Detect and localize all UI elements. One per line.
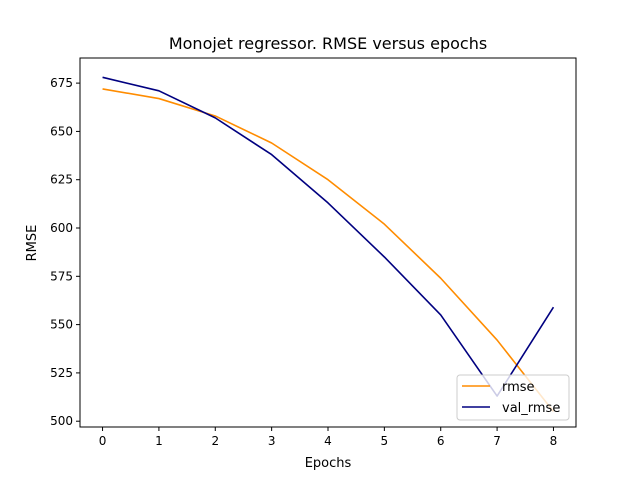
x-tick-label: 7 [493,434,501,448]
legend-label-val_rmse: val_rmse [502,401,560,416]
x-tick-label: 4 [324,434,332,448]
x-tick-label: 5 [381,434,389,448]
series-line-val_rmse [102,76,555,397]
legend: rmse val_rmse [456,374,570,421]
y-axis-label: RMSE [25,225,40,262]
x-tick-label: 8 [550,434,558,448]
x-tick-label: 3 [268,434,276,448]
y-tick-label: 550 [50,318,73,332]
legend-label-rmse: rmse [502,380,535,395]
x-axis-label: Epochs [305,456,352,471]
plot-area [79,57,577,428]
y-tick-label: 675 [50,76,73,90]
y-axis: 500 525 550 575 600 625 650 675 [50,76,80,428]
x-tick-label: 2 [211,434,219,448]
chart-title: Monojet regressor. RMSE versus epochs [169,34,487,53]
x-axis: 0 1 2 3 4 5 6 7 8 [99,427,558,448]
x-tick-label: 0 [99,434,107,448]
plot-frame [79,57,577,428]
x-tick-label: 6 [437,434,445,448]
x-tick-label: 1 [155,434,163,448]
series-line-rmse [102,88,555,413]
y-tick-label: 500 [50,414,73,428]
y-tick-label: 525 [50,366,73,380]
y-tick-label: 575 [50,269,73,283]
y-tick-label: 600 [50,221,73,235]
y-tick-label: 650 [50,124,73,138]
series-lines [102,76,555,413]
y-tick-label: 625 [50,173,73,187]
